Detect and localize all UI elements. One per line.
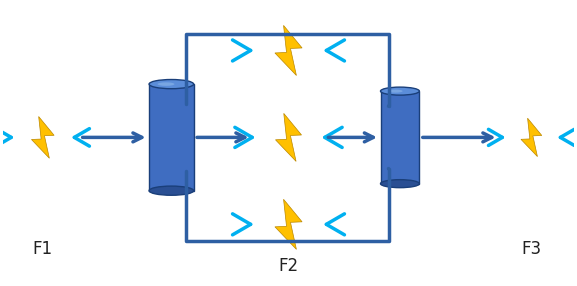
Ellipse shape bbox=[380, 180, 419, 188]
FancyArrowPatch shape bbox=[186, 168, 388, 241]
Text: F2: F2 bbox=[279, 257, 298, 275]
Polygon shape bbox=[275, 113, 302, 161]
Bar bbox=[149, 84, 194, 191]
Polygon shape bbox=[521, 118, 542, 157]
Ellipse shape bbox=[380, 87, 419, 95]
Ellipse shape bbox=[149, 186, 194, 195]
Bar bbox=[380, 91, 419, 184]
Text: F1: F1 bbox=[33, 240, 53, 258]
Ellipse shape bbox=[158, 82, 174, 86]
Polygon shape bbox=[32, 116, 54, 158]
FancyArrowPatch shape bbox=[186, 34, 388, 106]
Polygon shape bbox=[275, 199, 302, 249]
Ellipse shape bbox=[149, 80, 194, 89]
Text: F3: F3 bbox=[521, 240, 541, 258]
Ellipse shape bbox=[388, 90, 403, 93]
Polygon shape bbox=[275, 25, 302, 76]
